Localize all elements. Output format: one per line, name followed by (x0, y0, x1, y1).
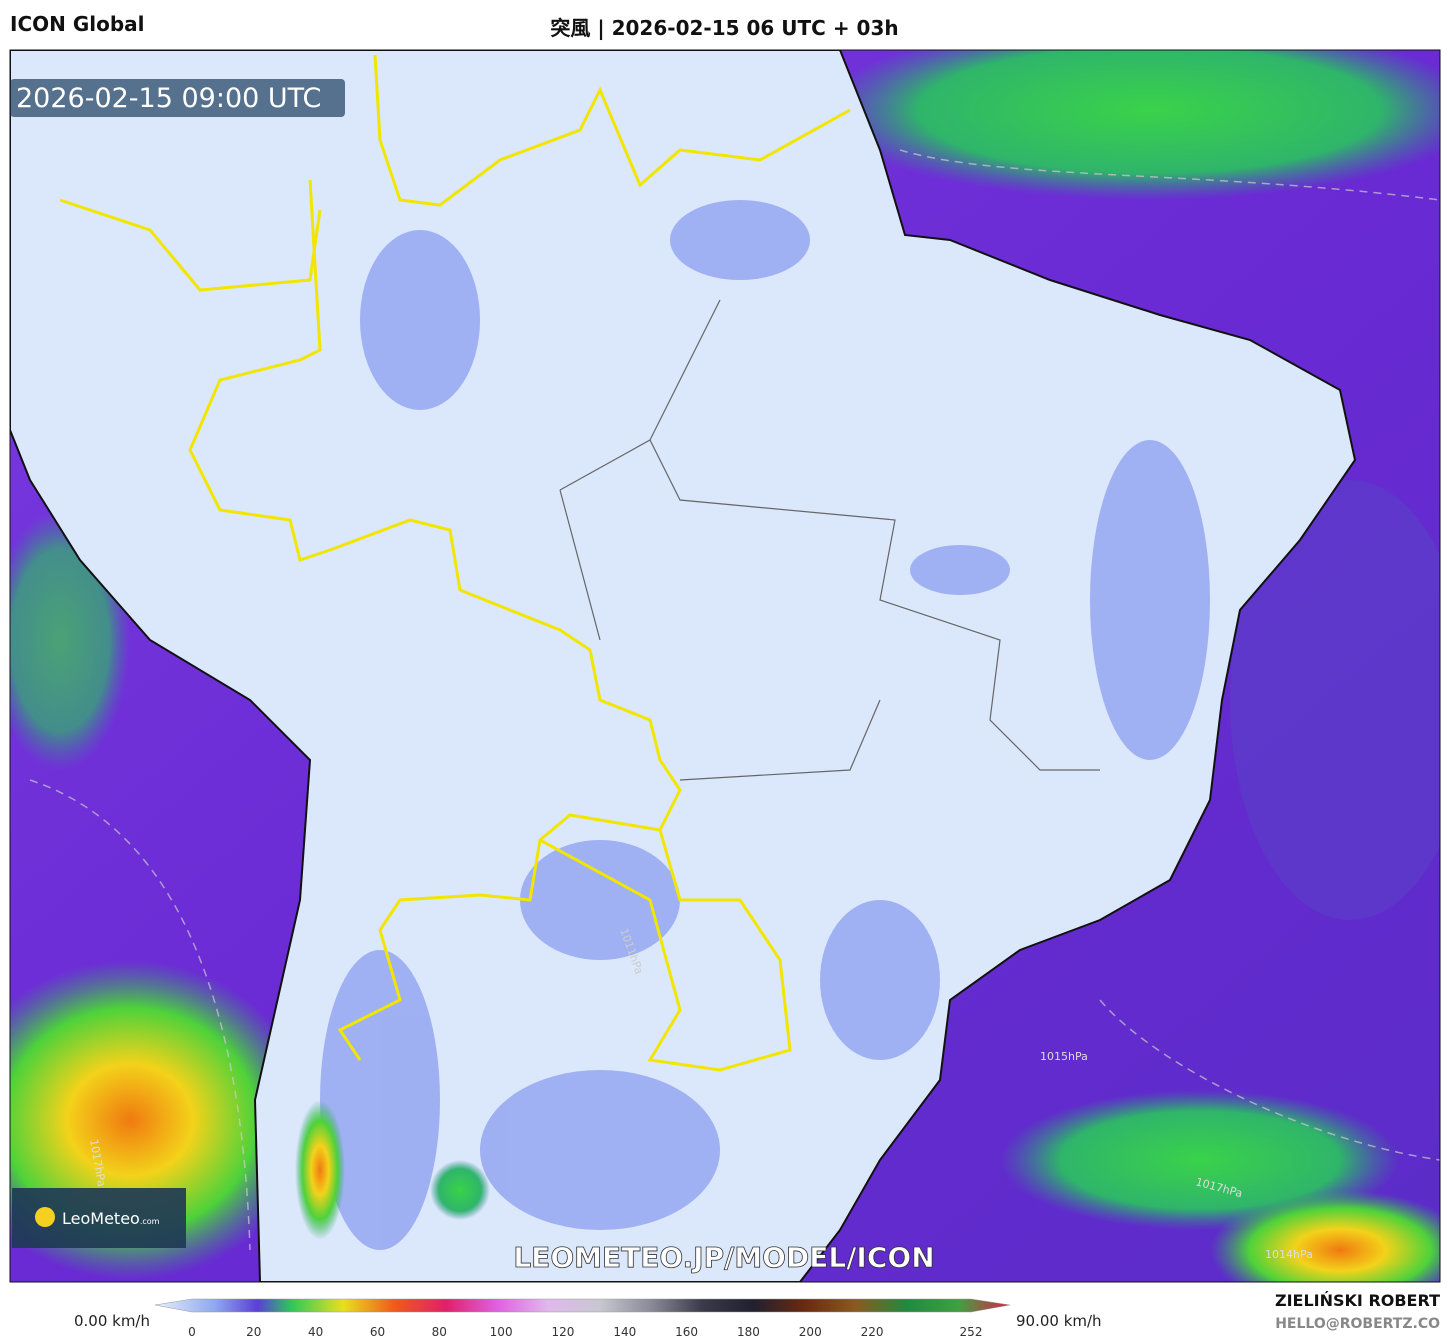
gust-patch (820, 900, 940, 1060)
map-area: 1015hPa 1017hPa 1017hPa 1014hPa 1011hPa … (10, 50, 1440, 1282)
wind-field (820, 50, 1440, 200)
gust-patches (320, 200, 1210, 1250)
wind-field (1210, 1190, 1440, 1282)
land (10, 50, 1357, 1282)
logo-sun (35, 1207, 55, 1227)
colorbar-tick-label: 40 (308, 1325, 323, 1338)
state-borders (559, 299, 1100, 781)
gust-patch (360, 230, 480, 410)
logo-suffix: .com (140, 1217, 160, 1226)
colorbar-tick-label: 100 (490, 1325, 513, 1338)
title: 突風 | 2026-02-15 06 UTC + 03h (550, 16, 899, 40)
colorbar-max: 90.00 km/h (1016, 1312, 1102, 1330)
wind-field (295, 1100, 345, 1240)
isobars (29, 149, 1440, 1251)
model-name: ICON Global (10, 12, 145, 36)
colorbar-tick-label: 0 (188, 1325, 196, 1338)
colorbar (154, 1298, 1011, 1313)
gust-patch (910, 545, 1010, 595)
colorbar-tick-label: 20 (246, 1325, 261, 1338)
valid-time: 2026-02-15 09:00 UTC (16, 83, 321, 114)
colorbar-min: 0.00 km/h (74, 1312, 150, 1330)
map-frame (9, 49, 1441, 1283)
gust-patch (520, 840, 680, 960)
colorbar-tick-label: 160 (675, 1325, 698, 1338)
gust-patch (480, 1070, 720, 1230)
contact: HELLO@ROBERTZ.CO (1275, 1316, 1440, 1332)
time-badge (10, 79, 345, 117)
colorbar-ticks: 0 20 40 60 80 100 120 140 160 180 200 220 252 (188, 1325, 982, 1338)
author: ZIELIŃSKI ROBERT (1275, 1291, 1440, 1310)
watermark: LEOMETEO.JP/MODEL/ICON (513, 1241, 934, 1274)
logo-text: LeoMeteo.com (62, 1209, 160, 1228)
colorbar-tick-label: 252 (960, 1325, 983, 1338)
colorbar-tick-label: 80 (432, 1325, 447, 1338)
gust-patch (1090, 440, 1210, 760)
country-borders (59, 54, 851, 1072)
colorbar-tick-label: 220 (861, 1325, 884, 1338)
wind-field (1230, 480, 1440, 920)
colorbar-tick-label: 60 (370, 1325, 385, 1338)
gust-patch (670, 200, 810, 280)
colorbar-tick-label: 120 (551, 1325, 574, 1338)
isobar-label: 1015hPa (1040, 1050, 1088, 1063)
colorbar-tick-label: 180 (737, 1325, 760, 1338)
colorbar-tick-label: 200 (799, 1325, 822, 1338)
wind-field (430, 1160, 490, 1220)
colorbar-tick-label: 140 (613, 1325, 636, 1338)
isobar-label: 1014hPa (1265, 1248, 1313, 1261)
logo-name: LeoMeteo (62, 1209, 140, 1228)
